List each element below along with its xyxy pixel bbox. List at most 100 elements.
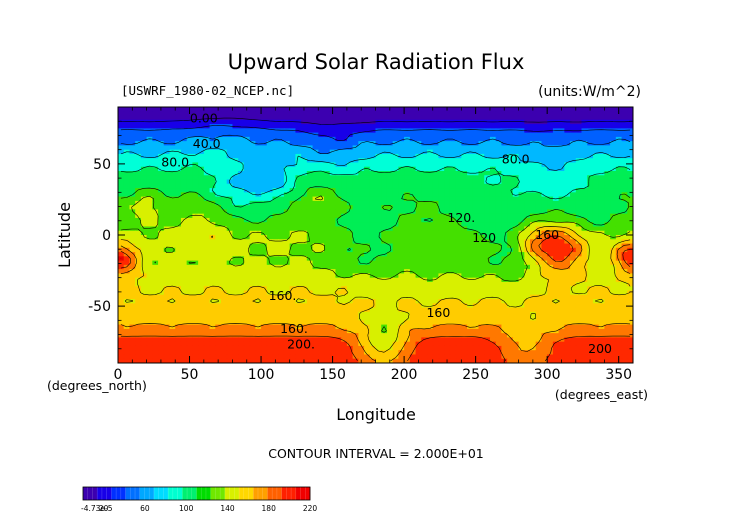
- heatmap-cell: [341, 269, 348, 274]
- heatmap-cell: [341, 200, 348, 206]
- heatmap-cell: [278, 217, 285, 223]
- heatmap-cell: [535, 303, 543, 309]
- heatmap-cell: [312, 328, 319, 334]
- heatmap-cell: [352, 171, 359, 176]
- heatmap-cell: [198, 235, 205, 240]
- heatmap-cell: [495, 124, 502, 129]
- heatmap-cell: [507, 153, 514, 159]
- heatmap-cell: [444, 333, 451, 338]
- heatmap-cell: [432, 128, 440, 134]
- heatmap-cell: [398, 175, 405, 181]
- heatmap-cell: [570, 153, 577, 159]
- heatmap-cell: [444, 149, 451, 155]
- heatmap-cell: [123, 205, 131, 210]
- heatmap-cell: [501, 260, 508, 266]
- heatmap-cell: [364, 235, 371, 240]
- heatmap-cell: [604, 256, 611, 262]
- heatmap-cell: [175, 303, 182, 309]
- heatmap-cell: [318, 226, 325, 232]
- heatmap-cell: [198, 328, 205, 334]
- heatmap-cell: [512, 333, 520, 338]
- heatmap-cell: [615, 299, 623, 304]
- heatmap-cell: [541, 235, 548, 240]
- heatmap-cell: [581, 115, 588, 121]
- heatmap-cell: [558, 149, 565, 155]
- heatmap-cell: [295, 145, 302, 151]
- heatmap-cell: [169, 239, 176, 245]
- heatmap-cell: [604, 217, 611, 223]
- heatmap-cell: [392, 179, 399, 185]
- heatmap-cell: [283, 337, 291, 343]
- heatmap-cell: [306, 209, 314, 215]
- heatmap-cell: [261, 273, 268, 279]
- heatmap-cell: [266, 179, 274, 185]
- heatmap-cell: [306, 294, 314, 300]
- heatmap-cell: [186, 128, 193, 134]
- heatmap-cell: [215, 324, 222, 330]
- heatmap-cell: [283, 175, 291, 181]
- heatmap-cell: [381, 299, 388, 304]
- heatmap-cell: [524, 222, 531, 228]
- heatmap-cell: [295, 299, 302, 304]
- heatmap-cell: [438, 328, 445, 334]
- heatmap-cell: [369, 124, 377, 129]
- heatmap-cell: [175, 205, 182, 210]
- heatmap-cell: [129, 239, 136, 245]
- heatmap-cell: [341, 341, 348, 347]
- heatmap-cell: [467, 294, 474, 300]
- heatmap-cell: [278, 162, 285, 168]
- heatmap-cell: [329, 311, 337, 317]
- heatmap-cell: [427, 175, 434, 181]
- heatmap-cell: [552, 124, 560, 129]
- heatmap-cell: [564, 247, 571, 253]
- heatmap-cell: [467, 243, 474, 249]
- heatmap-cell: [346, 183, 354, 189]
- heatmap-cell: [581, 320, 588, 326]
- heatmap-cell: [610, 107, 617, 112]
- heatmap-cell: [547, 158, 554, 164]
- heatmap-cell: [398, 281, 405, 287]
- heatmap-cell: [272, 239, 279, 245]
- heatmap-cell: [621, 256, 628, 262]
- heatmap-cell: [489, 175, 497, 181]
- heatmap-cell: [581, 149, 588, 155]
- heatmap-cell: [163, 132, 171, 138]
- heatmap-cell: [575, 217, 583, 223]
- heatmap-cell: [261, 281, 268, 287]
- heatmap-cell: [592, 320, 600, 326]
- heatmap-cell: [627, 111, 633, 117]
- heatmap-cell: [135, 115, 142, 121]
- heatmap-cell: [552, 307, 560, 313]
- heatmap-cell: [421, 119, 428, 125]
- heatmap-cell: [226, 149, 234, 155]
- heatmap-cell: [146, 205, 153, 210]
- heatmap-cell: [215, 328, 222, 334]
- heatmap-cell: [615, 269, 623, 274]
- heatmap-cell: [398, 222, 405, 228]
- heatmap-cell: [249, 324, 256, 330]
- heatmap-cell: [621, 149, 628, 155]
- heatmap-cell: [301, 303, 308, 309]
- heatmap-cell: [558, 115, 565, 121]
- heatmap-cell: [415, 183, 422, 189]
- heatmap-cell: [209, 111, 216, 117]
- heatmap-cell: [255, 316, 262, 321]
- heatmap-cell: [507, 333, 514, 338]
- heatmap-cell: [610, 247, 617, 253]
- heatmap-cell: [364, 179, 371, 185]
- heatmap-cell: [432, 316, 440, 321]
- heatmap-cell: [261, 128, 268, 134]
- heatmap-cell: [324, 235, 331, 240]
- heatmap-cell: [266, 171, 274, 176]
- heatmap-cell: [381, 119, 388, 125]
- heatmap-cell: [140, 294, 148, 300]
- heatmap-cell: [221, 192, 228, 198]
- heatmap-cell: [552, 311, 560, 317]
- heatmap-cell: [604, 316, 611, 321]
- heatmap-cell: [461, 213, 468, 219]
- heatmap-cell: [135, 188, 142, 193]
- heatmap-cell: [478, 256, 485, 262]
- heatmap-cell: [535, 328, 543, 334]
- heatmap-cell: [592, 132, 600, 138]
- heatmap-cell: [358, 230, 365, 236]
